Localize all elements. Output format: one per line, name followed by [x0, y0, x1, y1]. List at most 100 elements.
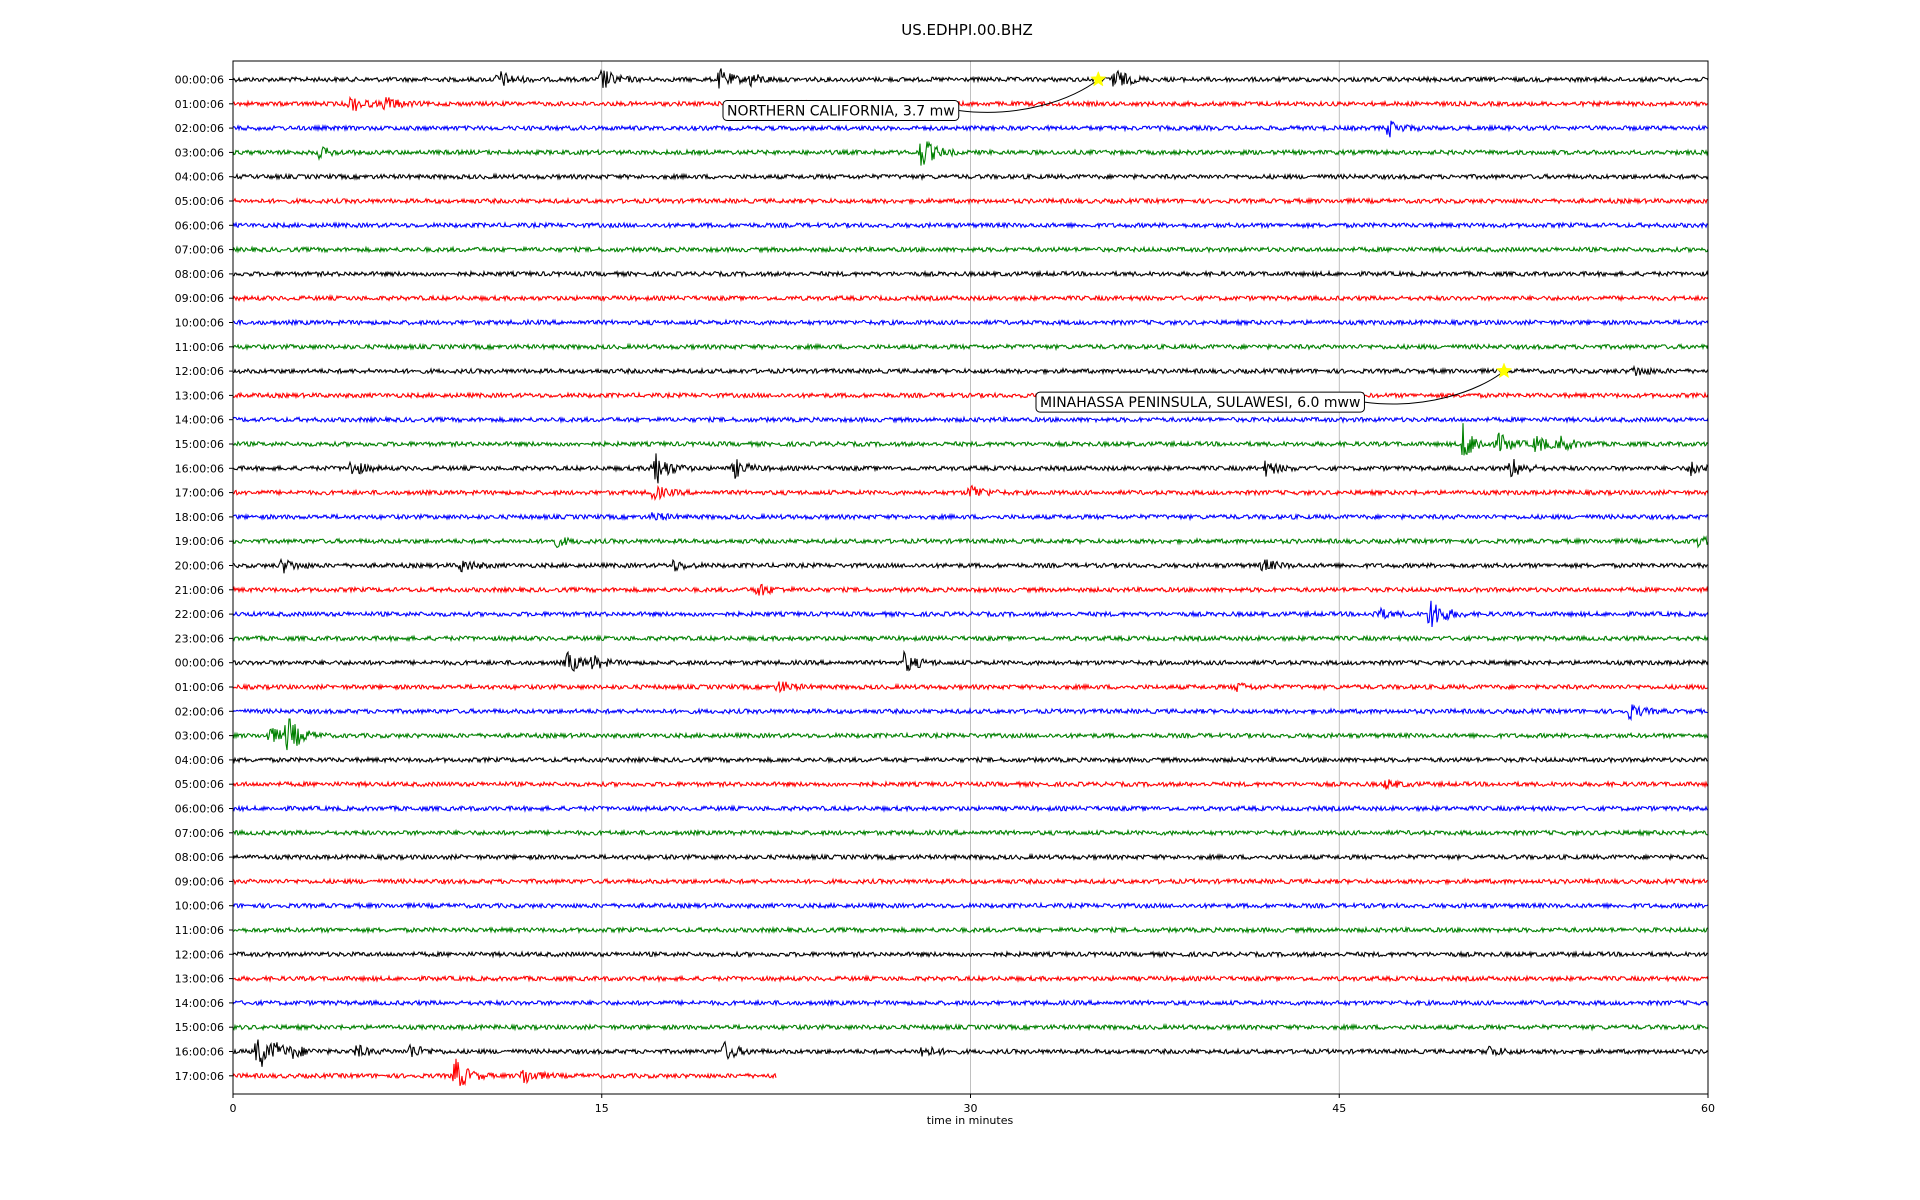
y-tick-label-0: 00:00:06	[175, 74, 224, 87]
trace-row-30	[232, 804, 1709, 813]
x-tick-label-0: 0	[230, 1102, 237, 1115]
trace-row-11	[232, 342, 1709, 352]
trace-row-40	[232, 1039, 1709, 1067]
event-connector-1	[1364, 370, 1505, 405]
trace-row-32	[232, 852, 1709, 862]
trace-row-28	[232, 755, 1709, 765]
trace-row-15	[232, 423, 1709, 456]
y-tick-label-21: 21:00:06	[175, 584, 224, 597]
event-star-1	[1495, 362, 1513, 379]
x-tick-label-15: 15	[595, 1102, 609, 1115]
y-tick-label-35: 11:00:06	[175, 924, 224, 937]
y-tick-label-4: 04:00:06	[175, 171, 224, 184]
y-tick-labels: 00:00:06 01:00:06 02:00:06 03:00:06 04:00:06…	[175, 74, 233, 1083]
y-tick-label-23: 23:00:06	[175, 632, 224, 645]
y-tick-label-41: 17:00:06	[175, 1070, 224, 1083]
y-tick-label-18: 18:00:06	[175, 511, 224, 524]
y-tick-label-19: 19:00:06	[175, 535, 224, 548]
event-label-box-1	[1035, 391, 1365, 413]
event-label-0: NORTHERN CALIFORNIA, 3.7 mw	[727, 104, 955, 120]
trace-row-34	[232, 901, 1709, 911]
trace-row-7	[232, 245, 1709, 254]
x-tick-label-45: 45	[1332, 1102, 1346, 1115]
grid-lines	[601, 61, 1340, 1094]
trace-row-8	[232, 269, 1709, 279]
trace-row-35	[232, 925, 1709, 935]
y-tick-label-34: 10:00:06	[175, 900, 224, 913]
trace-row-39	[232, 1022, 1709, 1032]
y-tick-label-31: 07:00:06	[175, 827, 224, 840]
y-tick-label-29: 05:00:06	[175, 778, 224, 791]
trace-row-31	[232, 828, 1709, 837]
trace-row-2	[232, 120, 1709, 138]
y-tick-label-15: 15:00:06	[175, 438, 224, 451]
trace-row-10	[232, 318, 1709, 327]
y-tick-label-6: 06:00:06	[175, 219, 224, 232]
y-tick-label-3: 03:00:06	[175, 146, 224, 159]
event-label-box-0	[722, 100, 960, 121]
y-tick-label-9: 09:00:06	[175, 292, 224, 305]
trace-row-26	[232, 704, 1709, 722]
y-tick-label-32: 08:00:06	[175, 851, 224, 864]
event-connector-0	[958, 79, 1099, 113]
event-label-1: MINAHASSA PENINSULA, SULAWESI, 6.0 mww	[1040, 395, 1360, 411]
y-tick-label-40: 16:00:06	[175, 1046, 224, 1059]
y-tick-label-20: 20:00:06	[175, 560, 224, 573]
trace-row-3	[232, 140, 1709, 166]
y-tick-label-25: 01:00:06	[175, 681, 224, 694]
y-tick-label-16: 16:00:06	[175, 462, 224, 475]
event-star-0	[1090, 70, 1107, 87]
x-axis-label: time in minutes	[927, 1114, 1014, 1127]
trace-row-5	[232, 196, 1709, 206]
trace-row-23	[232, 634, 1709, 643]
trace-row-27	[232, 718, 1709, 751]
y-tick-label-7: 07:00:06	[175, 244, 224, 257]
trace-row-4	[232, 172, 1709, 181]
y-tick-label-26: 02:00:06	[175, 705, 224, 718]
y-tick-label-12: 12:00:06	[175, 365, 224, 378]
trace-row-1	[232, 95, 1708, 112]
event-annotations: NORTHERN CALIFORNIA, 3.7 mw MINAHASSA PEN…	[722, 70, 1513, 413]
y-tick-label-33: 09:00:06	[175, 875, 224, 888]
event-annotation-0: NORTHERN CALIFORNIA, 3.7 mw	[722, 70, 1107, 121]
trace-row-18	[232, 512, 1709, 522]
y-tick-label-27: 03:00:06	[175, 730, 224, 743]
x-tick-label-30: 30	[964, 1102, 978, 1115]
y-tick-label-24: 00:00:06	[175, 657, 224, 670]
x-axis-ticks: 0 15 30 45 60	[230, 1094, 1715, 1115]
trace-row-20	[232, 557, 1709, 574]
y-tick-label-36: 12:00:06	[175, 948, 224, 961]
trace-row-12	[233, 364, 1709, 377]
y-tick-label-28: 04:00:06	[175, 754, 224, 767]
trace-row-9	[232, 293, 1709, 303]
y-tick-label-17: 17:00:06	[175, 487, 224, 500]
trace-row-16	[232, 453, 1709, 484]
y-tick-label-39: 15:00:06	[175, 1021, 224, 1034]
y-tick-label-13: 13:00:06	[175, 389, 224, 402]
y-tick-label-14: 14:00:06	[175, 414, 224, 427]
y-tick-label-5: 05:00:06	[175, 195, 224, 208]
y-tick-label-22: 22:00:06	[175, 608, 224, 621]
trace-row-33	[232, 877, 1709, 886]
trace-row-6	[232, 221, 1709, 230]
event-annotation-1: MINAHASSA PENINSULA, SULAWESI, 6.0 mww	[1035, 362, 1513, 413]
seismogram-traces	[232, 68, 1709, 1087]
y-tick-label-8: 08:00:06	[175, 268, 224, 281]
y-tick-label-2: 02:00:06	[175, 122, 224, 135]
trace-row-29	[232, 779, 1709, 790]
trace-row-36	[232, 950, 1709, 959]
x-tick-label-60: 60	[1701, 1102, 1715, 1115]
y-tick-label-10: 10:00:06	[175, 317, 224, 330]
trace-row-37	[232, 974, 1709, 983]
y-tick-label-30: 06:00:06	[175, 803, 224, 816]
trace-row-21	[232, 583, 1709, 596]
trace-row-13	[232, 391, 1709, 400]
chart-title: US.EDHPI.00.BHZ	[901, 21, 1033, 39]
trace-row-38	[232, 998, 1709, 1008]
trace-row-41	[232, 1058, 777, 1087]
trace-row-0	[232, 68, 1709, 89]
trace-row-19	[232, 535, 1709, 549]
trace-row-25	[232, 681, 1709, 694]
